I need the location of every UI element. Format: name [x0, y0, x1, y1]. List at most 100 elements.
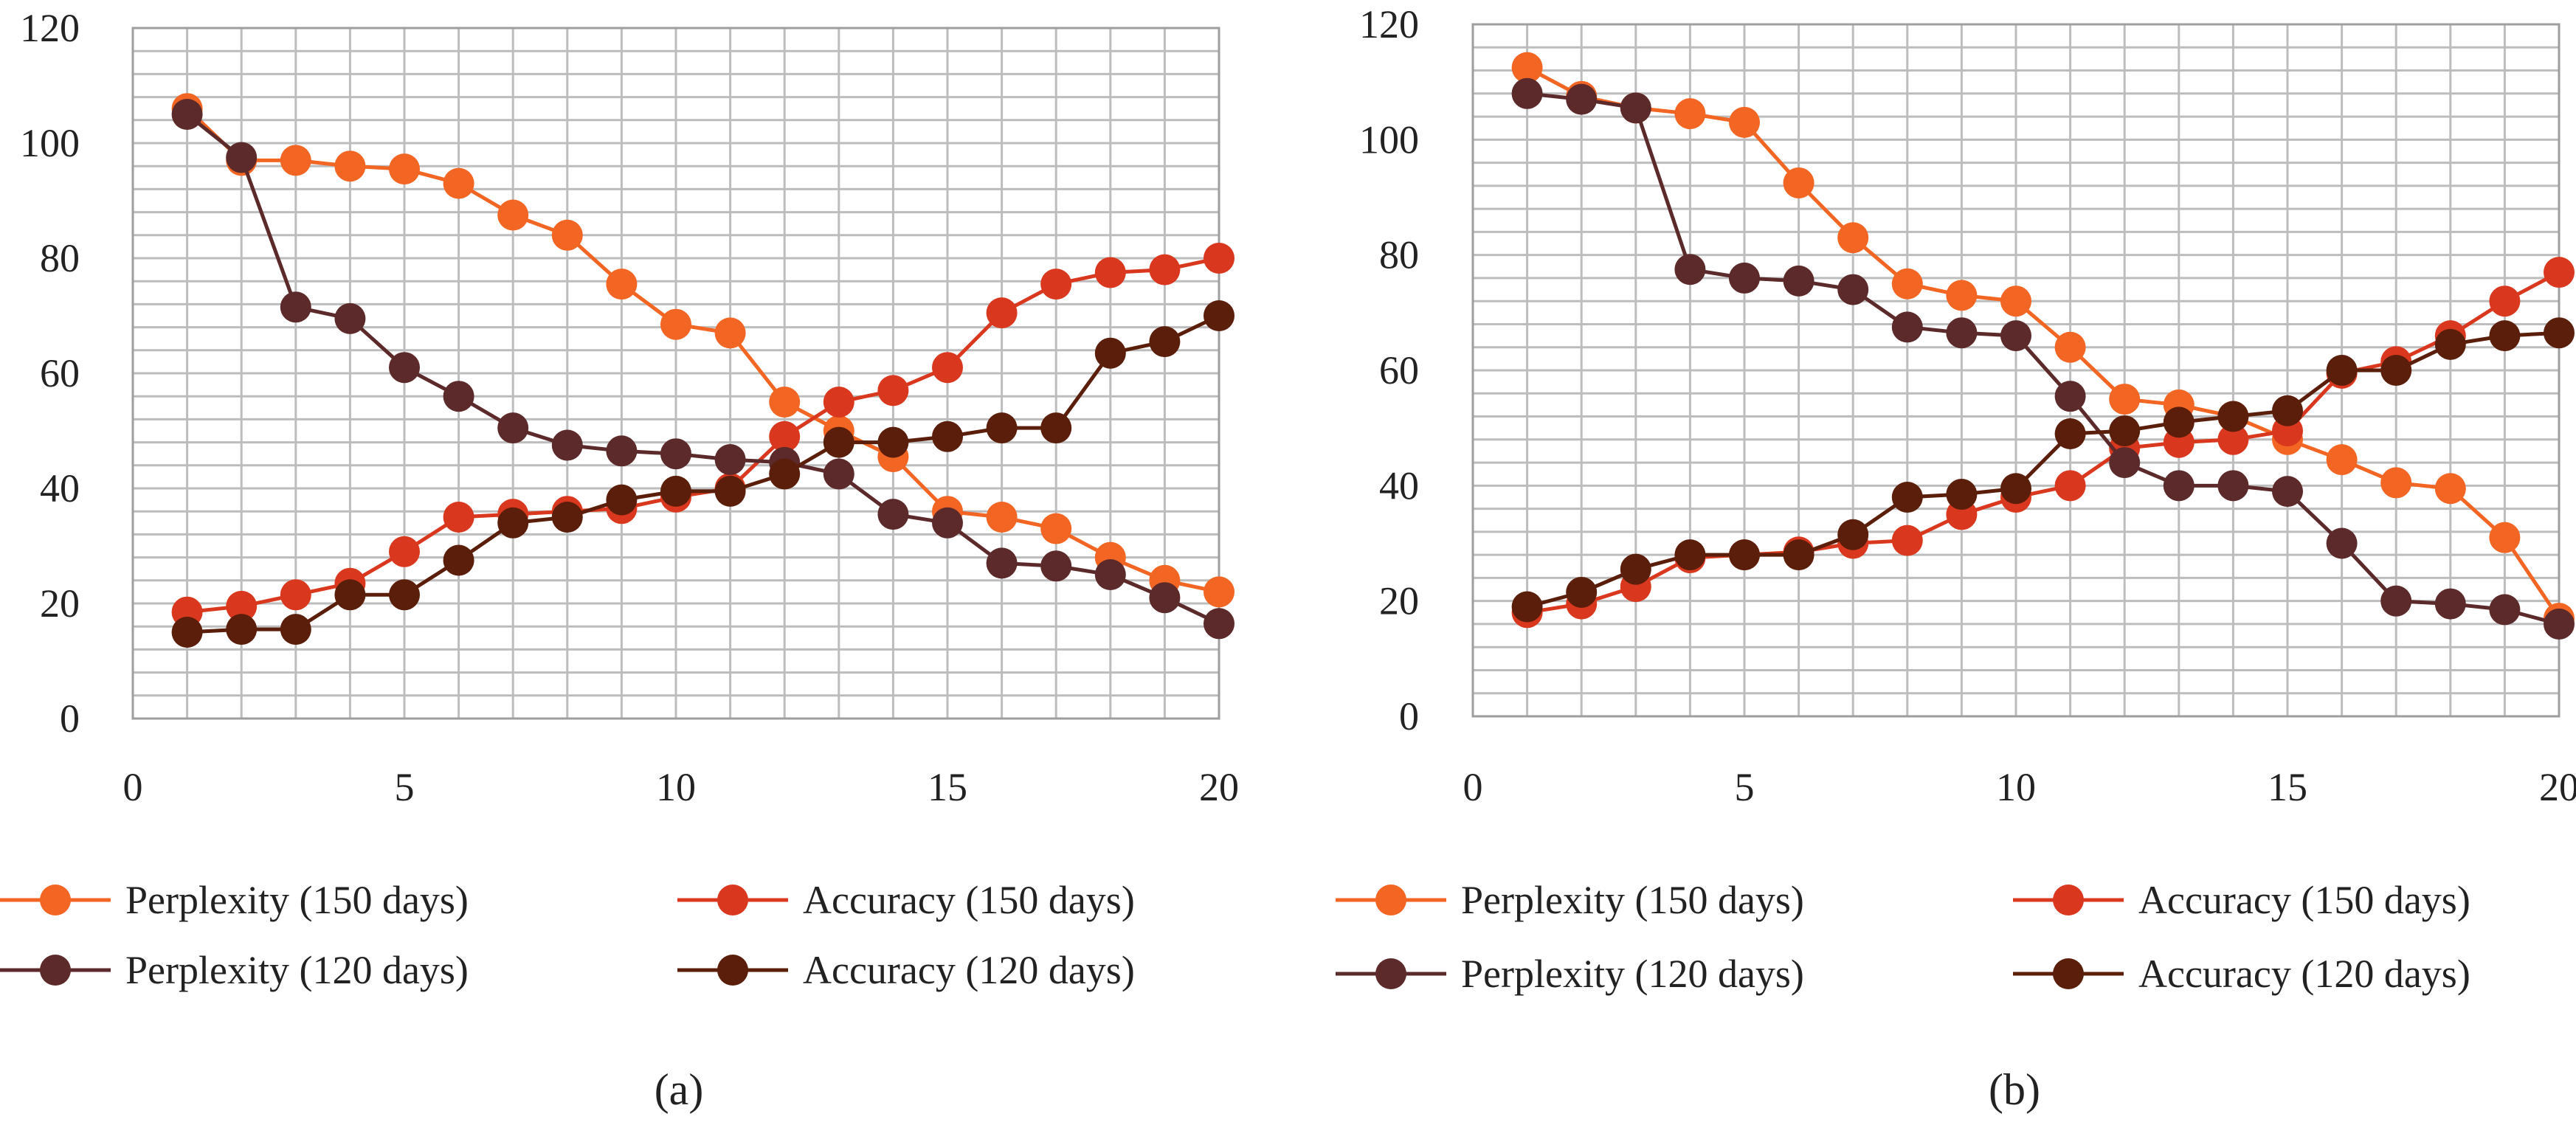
data-point	[226, 142, 258, 173]
y-tick-label: 20	[40, 581, 80, 626]
data-point	[1946, 317, 1978, 349]
data-point	[2489, 320, 2521, 352]
data-point	[1674, 98, 1706, 130]
data-point	[823, 426, 854, 458]
legend-marker	[40, 955, 71, 986]
y-tick-label: 100	[20, 121, 80, 165]
chart-panel-a: 0 20 40 60 80 100 120 0 5 10 15 20 Perplexity (150 d…	[0, 6, 1239, 992]
data-point	[2544, 257, 2575, 288]
legend-label: Accuracy (120 days)	[2138, 952, 2470, 996]
legend-item: Perplexity (120 days)	[0, 948, 469, 992]
data-point	[443, 381, 474, 412]
x-tick-label: 10	[1996, 765, 2036, 809]
legend-marker	[2053, 958, 2084, 989]
legend-marker	[2053, 885, 2084, 915]
data-point	[334, 579, 366, 611]
legend-label: Perplexity (120 days)	[1461, 952, 1804, 996]
data-point	[1040, 550, 1072, 582]
data-point	[1674, 539, 1706, 571]
data-point	[280, 291, 311, 323]
data-point	[226, 614, 258, 645]
data-point	[877, 499, 909, 530]
y-tick-label: 80	[40, 236, 80, 280]
series-perplexity-120-days	[1511, 77, 2575, 640]
data-point	[1204, 243, 1235, 274]
legend-marker	[1375, 885, 1406, 915]
data-point	[1620, 553, 1651, 585]
data-point	[1149, 582, 1181, 614]
y-tick-label: 100	[1359, 117, 1419, 162]
data-point	[2163, 470, 2195, 502]
data-point	[1891, 311, 1923, 343]
legend-label: Accuracy (150 days)	[2138, 878, 2470, 922]
x-tick-label: 10	[656, 765, 696, 809]
legend-item: Perplexity (120 days)	[1336, 952, 1804, 996]
data-point	[2054, 418, 2086, 449]
data-point	[1094, 257, 1126, 288]
series-line	[186, 113, 1220, 626]
data-point	[660, 475, 691, 507]
series-accuracy-120-days	[171, 300, 1235, 648]
data-point	[2326, 355, 2358, 386]
data-point	[389, 153, 420, 185]
x-tick-label: 5	[395, 765, 415, 809]
data-point	[2380, 467, 2412, 499]
data-point	[823, 387, 854, 418]
data-point	[2217, 401, 2249, 432]
legend-item: Accuracy (120 days)	[677, 948, 1135, 992]
legend-label: Perplexity (150 days)	[125, 878, 469, 922]
x-tick-label: 20	[1199, 765, 1239, 809]
data-point	[443, 544, 474, 576]
y-tick-label: 60	[1379, 348, 1419, 392]
data-point	[2109, 447, 2141, 479]
data-point	[769, 458, 801, 490]
legend-marker	[717, 885, 748, 915]
data-point	[606, 435, 638, 467]
data-point	[1783, 265, 1814, 297]
data-point	[714, 444, 746, 475]
data-point	[1040, 269, 1072, 300]
data-point	[2163, 406, 2195, 438]
data-point	[1040, 513, 1072, 544]
data-point	[1891, 268, 1923, 300]
data-point	[334, 150, 366, 182]
x-tick-label: 20	[2539, 765, 2576, 809]
data-point	[769, 387, 801, 418]
legend-item: Accuracy (150 days)	[677, 878, 1135, 922]
data-point	[1149, 254, 1181, 285]
data-point	[1837, 274, 1869, 305]
data-point	[986, 502, 1018, 533]
panel-label-a: (a)	[655, 1065, 704, 1114]
plot-frame	[1471, 23, 2561, 718]
data-point	[1891, 525, 1923, 556]
data-point	[280, 579, 311, 611]
legend-marker	[40, 885, 71, 915]
data-point	[714, 317, 746, 349]
data-point	[2000, 285, 2031, 317]
data-point	[1620, 92, 1651, 124]
x-tick-label: 0	[123, 765, 143, 809]
data-point	[1094, 337, 1126, 369]
data-point	[2434, 588, 2466, 620]
x-tick-label: 5	[1735, 765, 1755, 809]
data-point	[2380, 355, 2412, 386]
data-point	[2272, 395, 2303, 426]
series-line	[1526, 66, 2561, 620]
data-point	[932, 420, 963, 452]
x-tick-label: 15	[928, 765, 967, 809]
data-point	[2000, 473, 2031, 505]
data-point	[877, 375, 909, 406]
data-point	[1511, 591, 1543, 623]
data-point	[1946, 280, 1978, 311]
series-perplexity-120-days	[171, 99, 1235, 640]
x-tick-label: 0	[1463, 765, 1483, 809]
data-point	[2380, 585, 2412, 617]
data-point	[334, 302, 366, 334]
data-point	[1946, 479, 1978, 510]
legend: Perplexity (150 days) Accuracy (150 days)…	[1336, 878, 2470, 996]
data-point	[2272, 476, 2303, 508]
data-point	[714, 475, 746, 507]
data-point	[1674, 254, 1706, 285]
data-point	[1837, 222, 1869, 254]
